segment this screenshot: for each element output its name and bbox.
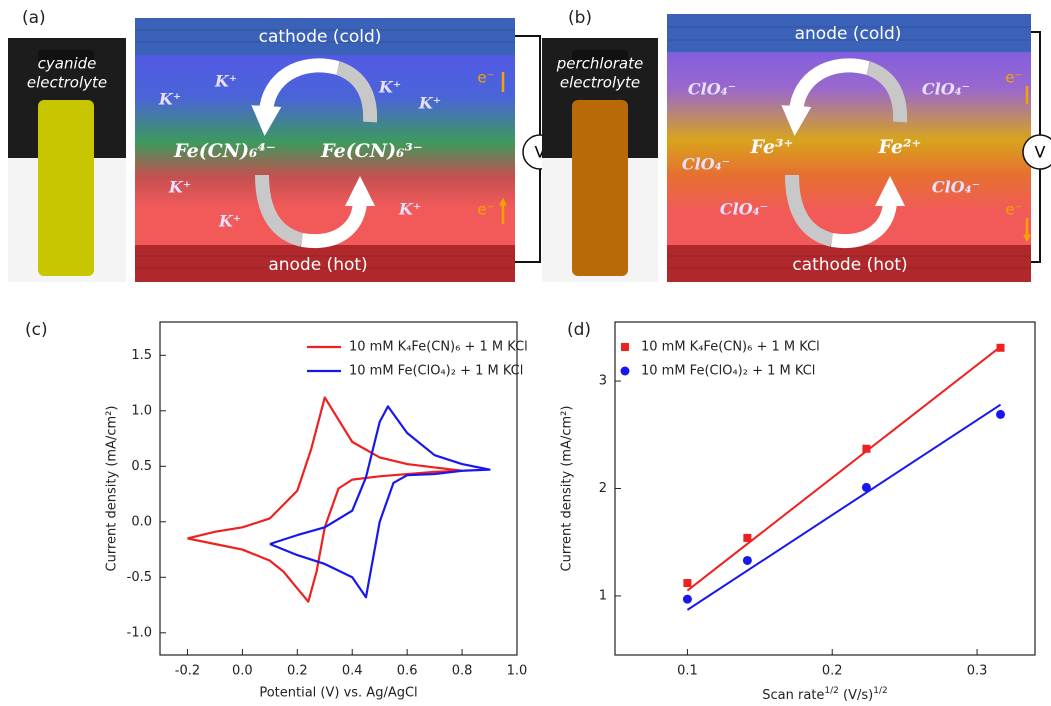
page: {"panels": [ {"label": "(a)", "vial_labe… (0, 0, 1051, 706)
vial (38, 100, 94, 276)
x-axis-label-part: 1/2 (873, 686, 887, 696)
x-tick-label: 1.0 (507, 664, 528, 679)
point (683, 579, 691, 587)
species: Fe³⁺ (750, 136, 794, 158)
ion: ClO₄⁻ (682, 155, 730, 174)
point (743, 556, 752, 565)
y-tick-label: 0.0 (131, 514, 152, 529)
ion: K⁺ (158, 90, 181, 109)
legend-label: 10 mM K₄Fe(CN)₆ + 1 M KCl (349, 340, 528, 355)
vial (572, 100, 628, 276)
species: Fe(CN)₆⁴⁻ (173, 140, 276, 162)
ion: K⁺ (398, 200, 421, 219)
ion: K⁺ (214, 72, 237, 91)
legend-swatch (621, 343, 629, 351)
charts: (c) -0.2 0.0 0.2 0.4 0.6 0.8 1.0 -1.0 -0.5 0.0 0.5 1… (25, 320, 1035, 703)
panel-label: (d) (567, 320, 591, 340)
y-tick-label: 3 (599, 374, 607, 389)
ion: K⁺ (218, 212, 241, 231)
ion: ClO₄⁻ (720, 200, 768, 219)
electron: e⁻ (1005, 201, 1022, 219)
x-tick-label: 0.2 (287, 664, 308, 679)
legend-label: 10 mM Fe(ClO₄)₂ + 1 M KCl (641, 364, 815, 379)
fit-line (687, 405, 1000, 610)
point (862, 483, 871, 492)
electron: e⁻ (477, 69, 494, 87)
fit-line (687, 347, 1000, 591)
species: Fe²⁺ (878, 136, 922, 158)
panel-label: (c) (25, 320, 48, 340)
panel-label: (a) (22, 8, 46, 28)
ion: ClO₄⁻ (932, 178, 980, 197)
ion: K⁺ (378, 78, 401, 97)
y-tick-label: 2 (599, 481, 607, 496)
y-axis-label: Current density (mA/cm²) (105, 406, 120, 572)
y-tick-label: -0.5 (127, 570, 152, 585)
vial-label: perchlorate (556, 55, 643, 73)
y-tick-label: 0.5 (131, 459, 152, 474)
x-tick-label: 0.2 (822, 664, 843, 679)
figure: (a) cyanide electrolyte cathode (cold) a… (0, 0, 1051, 706)
point (862, 445, 870, 453)
x-axis-label: Scan rate1/2 (V/s)1/2 (762, 686, 887, 703)
vial-label: cyanide (38, 55, 97, 73)
panel-b: (b) perchlorate electrolyte anode (cold)… (542, 8, 1051, 282)
y-tick-label: 1.0 (131, 403, 152, 418)
electrode-label: anode (cold) (795, 24, 902, 44)
cv-curve (270, 406, 490, 597)
point (683, 595, 692, 604)
y-tick-label: -1.0 (127, 625, 152, 640)
x-tick-label: 0.6 (397, 664, 418, 679)
legend-swatch (621, 367, 630, 376)
ion: ClO₄⁻ (688, 80, 736, 99)
x-tick-label: -0.2 (175, 664, 200, 679)
x-axis-label-part: Scan rate (762, 688, 824, 703)
electron: e⁻ (1005, 69, 1022, 87)
x-tick-label: 0.8 (452, 664, 473, 679)
x-axis-label-part: (V/s) (839, 688, 873, 703)
electrode-label: anode (hot) (268, 255, 367, 275)
point (997, 344, 1005, 352)
point (743, 534, 751, 542)
point (996, 410, 1005, 419)
y-axis-label: Current density (mA/cm²) (560, 406, 575, 572)
ion: ClO₄⁻ (922, 80, 970, 99)
vial-label: electrolyte (560, 74, 640, 92)
x-tick-label: 0.0 (232, 664, 253, 679)
electron: e⁻ (477, 201, 494, 219)
electrode-label: cathode (cold) (259, 27, 382, 47)
vial-label: electrolyte (27, 74, 107, 92)
legend-label: 10 mM Fe(ClO₄)₂ + 1 M KCl (349, 364, 523, 379)
x-tick-label: 0.3 (967, 664, 988, 679)
x-tick-label: 0.1 (677, 664, 698, 679)
ion: K⁺ (418, 94, 441, 113)
y-tick-label: 1.5 (131, 348, 152, 363)
ion: K⁺ (168, 178, 191, 197)
meter-label: V (1035, 143, 1046, 162)
x-axis-label-part: 1/2 (824, 686, 838, 696)
electrode-label: cathode (hot) (792, 255, 907, 275)
panel-a: (a) cyanide electrolyte cathode (cold) a… (8, 8, 557, 282)
panel-label: (b) (568, 8, 592, 28)
x-axis-label: Potential (V) vs. Ag/AgCl (259, 686, 417, 701)
y-tick-label: 1 (599, 588, 607, 603)
cv-curve (187, 397, 462, 601)
legend-label: 10 mM K₄Fe(CN)₆ + 1 M KCl (641, 340, 820, 355)
x-tick-label: 0.4 (342, 664, 363, 679)
species: Fe(CN)₆³⁻ (320, 140, 423, 162)
